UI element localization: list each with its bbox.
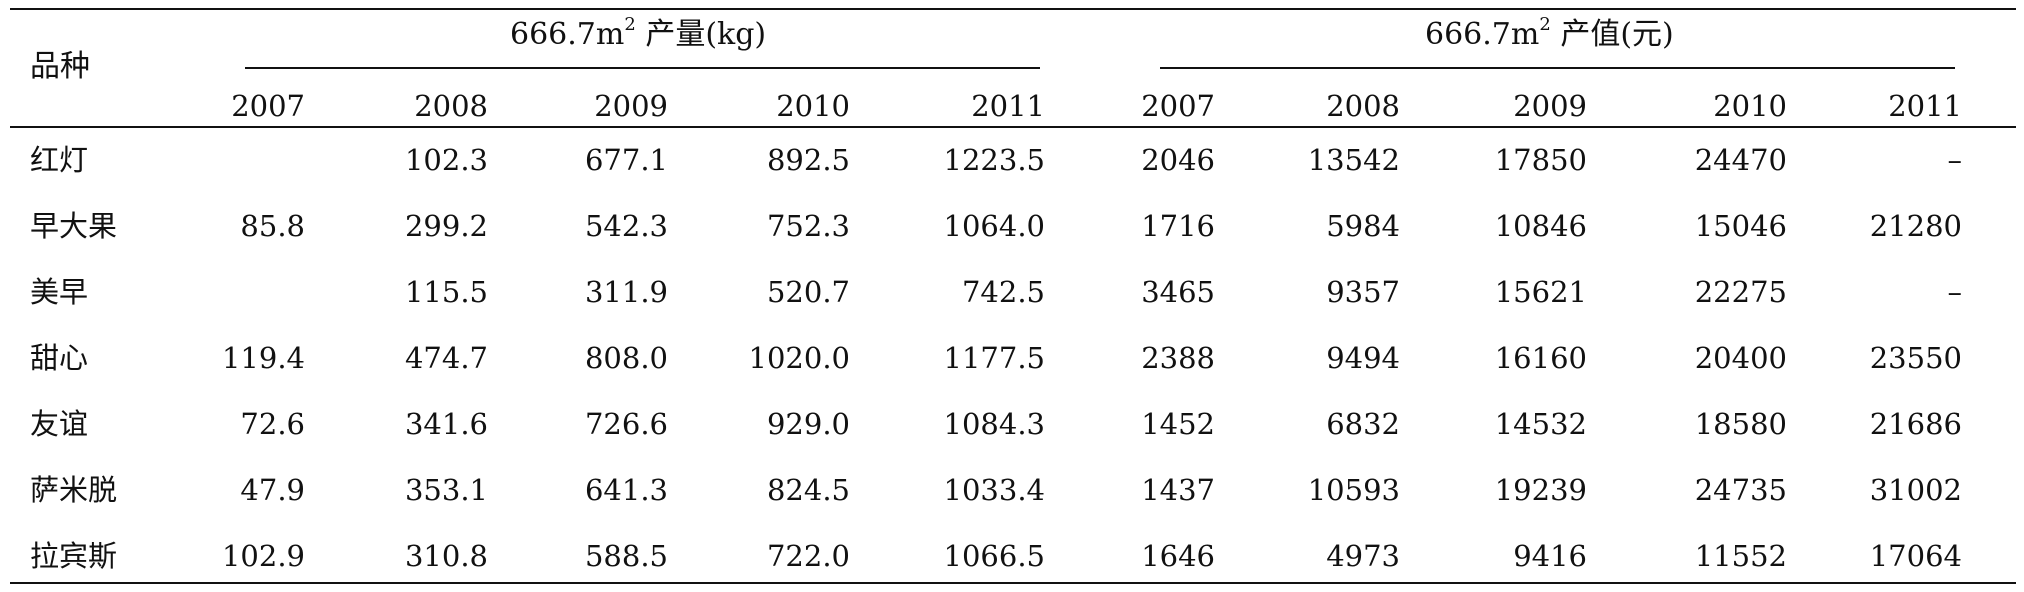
header-bottom-rule (10, 126, 2016, 128)
bottom-rule (10, 582, 2016, 584)
yield-cell: 72.6 (240, 407, 305, 441)
value-group-rule (1160, 67, 1955, 69)
value-year-header: 2011 (1888, 89, 1962, 123)
yield-year-header: 2009 (594, 89, 668, 123)
value-year-header: 2007 (1141, 89, 1215, 123)
yield-cell: 119.4 (221, 341, 305, 375)
yield-cell: 892.5 (766, 143, 850, 177)
value-cell: 15621 (1494, 275, 1587, 309)
value-cell: 3465 (1141, 275, 1215, 309)
yield-cell: 641.3 (584, 473, 668, 507)
value-cell: 9416 (1513, 539, 1587, 573)
yield-cell: 1033.4 (943, 473, 1045, 507)
variety-name: 拉宾斯 (30, 539, 118, 573)
value-cell: 2046 (1141, 143, 1215, 177)
yield-year-header: 2008 (414, 89, 488, 123)
yield-year-header: 2011 (971, 89, 1045, 123)
value-cell: 14532 (1494, 407, 1587, 441)
value-cell: 13542 (1307, 143, 1400, 177)
value-cell: 19239 (1494, 473, 1587, 507)
yield-cell: 588.5 (584, 539, 668, 573)
yield-cell: 102.9 (221, 539, 305, 573)
yield-cell: 1223.5 (943, 143, 1045, 177)
value-cell: 20400 (1694, 341, 1787, 375)
value-cell: 10846 (1494, 209, 1587, 243)
yield-cell: 752.3 (766, 209, 850, 243)
yield-cell: 1064.0 (943, 209, 1045, 243)
value-cell: 1437 (1141, 473, 1215, 507)
row-header: 品种 (30, 49, 90, 84)
yield-cell: 742.5 (961, 275, 1045, 309)
value-cell: 17850 (1494, 143, 1587, 177)
value-cell: 21686 (1869, 407, 1962, 441)
value-cell: – (1947, 143, 1963, 177)
yield-cell: 929.0 (766, 407, 850, 441)
yield-group-rule (245, 67, 1040, 69)
value-cell: 18580 (1694, 407, 1787, 441)
yield-cell: 677.1 (584, 143, 668, 177)
value-year-header: 2009 (1513, 89, 1587, 123)
yield-group-header: 666.7m2 产量(kg) (510, 14, 767, 52)
yield-cell: 47.9 (240, 473, 305, 507)
variety-name: 友谊 (30, 407, 89, 441)
value-cell: 5984 (1326, 209, 1400, 243)
yield-cell: 341.6 (404, 407, 488, 441)
value-group-header: 666.7m2 产值(元) (1425, 14, 1674, 52)
variety-name: 美早 (30, 275, 89, 309)
yield-cell: 115.5 (404, 275, 488, 309)
yield-cell: 474.7 (404, 341, 488, 375)
yield-cell: 102.3 (404, 143, 488, 177)
yield-cell: 311.9 (584, 275, 668, 309)
value-cell: 6832 (1326, 407, 1400, 441)
value-cell: 4973 (1326, 539, 1400, 573)
value-cell: 10593 (1307, 473, 1400, 507)
yield-cell: 808.0 (584, 341, 668, 375)
value-cell: 21280 (1869, 209, 1962, 243)
yield-year-header: 2010 (776, 89, 850, 123)
yield-cell: 1177.5 (943, 341, 1045, 375)
value-cell: 15046 (1694, 209, 1787, 243)
value-year-header: 2010 (1713, 89, 1787, 123)
value-cell: 1646 (1141, 539, 1215, 573)
yield-cell: 542.3 (584, 209, 668, 243)
yield-cell: 722.0 (766, 539, 850, 573)
yield-cell: 353.1 (404, 473, 488, 507)
value-cell: 24470 (1694, 143, 1787, 177)
value-year-header: 2008 (1326, 89, 1400, 123)
value-cell: 1452 (1141, 407, 1215, 441)
value-cell: 9494 (1326, 341, 1400, 375)
variety-name: 甜心 (30, 341, 89, 375)
yield-cell: 299.2 (404, 209, 488, 243)
value-cell: 23550 (1869, 341, 1962, 375)
value-cell: 2388 (1141, 341, 1215, 375)
value-cell: 16160 (1494, 341, 1587, 375)
value-cell: 22275 (1694, 275, 1787, 309)
yield-year-header: 2007 (231, 89, 305, 123)
value-cell: 1716 (1141, 209, 1215, 243)
yield-cell: 726.6 (584, 407, 668, 441)
top-rule (10, 8, 2016, 10)
value-cell: 31002 (1869, 473, 1962, 507)
value-cell: – (1947, 275, 1963, 309)
variety-name: 早大果 (30, 209, 118, 243)
value-cell: 17064 (1869, 539, 1962, 573)
value-cell: 9357 (1326, 275, 1400, 309)
variety-name: 萨米脱 (30, 473, 118, 507)
value-cell: 24735 (1694, 473, 1787, 507)
yield-cell: 520.7 (766, 275, 850, 309)
variety-name: 红灯 (30, 143, 89, 177)
yield-cell: 824.5 (766, 473, 850, 507)
yield-cell: 85.8 (240, 209, 305, 243)
yield-cell: 1084.3 (943, 407, 1045, 441)
yield-cell: 1066.5 (943, 539, 1045, 573)
yield-cell: 310.8 (404, 539, 488, 573)
yield-cell: 1020.0 (748, 341, 850, 375)
value-cell: 11552 (1694, 539, 1787, 573)
